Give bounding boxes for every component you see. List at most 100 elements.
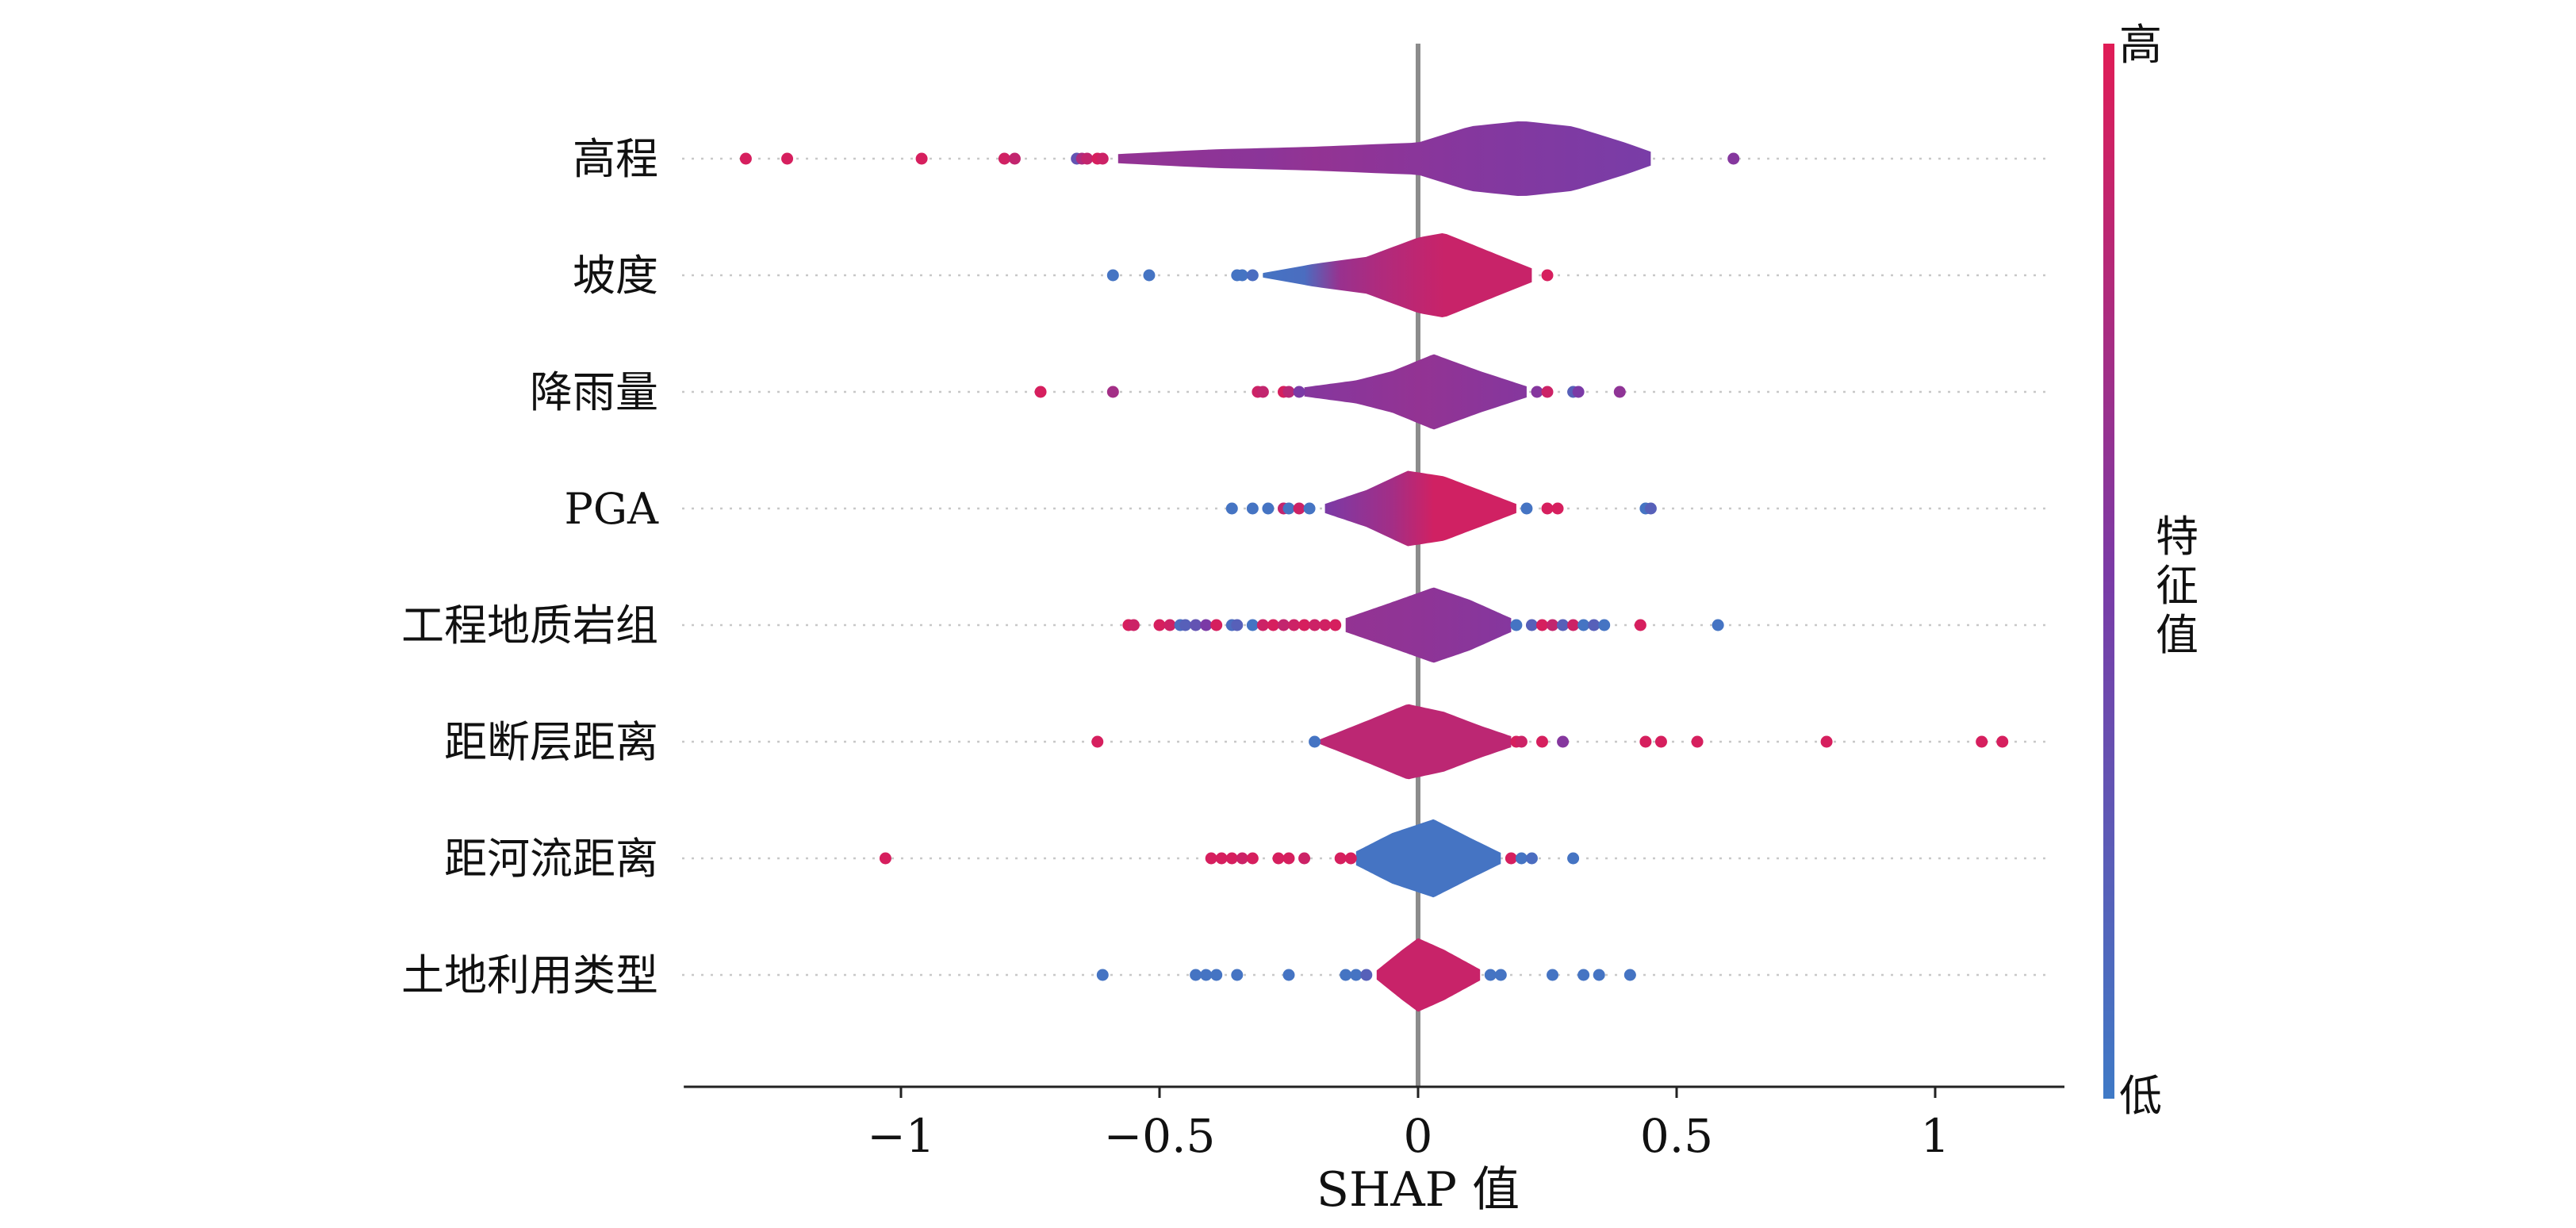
shap-point: [1106, 386, 1119, 398]
violin-降雨量: [1304, 354, 1527, 430]
shap-point: [1190, 969, 1202, 981]
shap-point: [1225, 502, 1238, 515]
shap-point: [1334, 852, 1347, 865]
shap-point: [1515, 735, 1528, 748]
shap-point: [1644, 502, 1657, 515]
violin-坡度: [1263, 233, 1532, 317]
shap-point: [1293, 386, 1305, 398]
shap-point: [1190, 619, 1202, 631]
shap-point: [1623, 969, 1636, 981]
shap-point: [1593, 969, 1605, 981]
shap-point: [1329, 619, 1342, 631]
shap-point: [1272, 852, 1285, 865]
shap-point: [1515, 852, 1528, 865]
colorbar-high-label: 高: [2119, 20, 2162, 70]
shap-point: [1231, 619, 1244, 631]
x-tick-label: −0.5: [1104, 1109, 1216, 1163]
violin-距河流距离: [1355, 819, 1501, 898]
shap-point: [1225, 852, 1238, 865]
x-tick-label: 0.5: [1640, 1109, 1713, 1163]
shap-point: [998, 152, 1010, 165]
shap-point: [879, 852, 891, 865]
shap-point: [1557, 735, 1570, 748]
shap-point: [1520, 502, 1533, 515]
shap-point: [1288, 619, 1301, 631]
shap-point: [1282, 852, 1295, 865]
shap-point: [1547, 619, 1559, 631]
shap-point: [1298, 619, 1311, 631]
shap-point: [1256, 619, 1269, 631]
shap-point: [1577, 619, 1590, 631]
shap-point: [1547, 969, 1559, 981]
feature-label: PGA: [565, 484, 659, 534]
shap-point: [1096, 969, 1109, 981]
shap-point: [1691, 735, 1704, 748]
shap-point: [1654, 735, 1667, 748]
colorbar-title-char: 特: [2156, 512, 2198, 562]
shap-point: [1535, 735, 1548, 748]
shap-point: [1598, 619, 1611, 631]
shap-point: [1246, 269, 1259, 282]
shap-point: [1572, 386, 1585, 398]
feature-label: 土地利用类型: [401, 950, 658, 1000]
shap-point: [1820, 735, 1833, 748]
shap-point: [1567, 619, 1580, 631]
point-layer: [739, 152, 2009, 981]
feature-label: 高程: [573, 134, 658, 184]
shap-point: [1153, 619, 1166, 631]
shap-point: [1127, 619, 1140, 631]
shap-point: [1541, 269, 1554, 282]
x-axis-title: SHAP 值: [1317, 1162, 1520, 1218]
x-axis: −1 −0.5 0 0.5 1 SHAP 值: [684, 1085, 2064, 1218]
shap-point: [1179, 619, 1192, 631]
shap-point: [1350, 969, 1363, 981]
shap-point: [1613, 386, 1626, 398]
shap-point: [1267, 619, 1279, 631]
shap-point: [1200, 619, 1213, 631]
feature-label: 降雨量: [530, 367, 658, 417]
shap-point: [1215, 852, 1228, 865]
shap-point: [1577, 969, 1590, 981]
shap-point: [1210, 619, 1223, 631]
shap-point: [1510, 619, 1523, 631]
shap-point: [1236, 269, 1248, 282]
shap-point: [1277, 619, 1290, 631]
shap-point: [1525, 619, 1538, 631]
shap-point: [1096, 152, 1109, 165]
shap-point: [1231, 969, 1244, 981]
violin-距断层距离: [1320, 704, 1512, 780]
shap-point: [1996, 735, 2009, 748]
shap-point: [1262, 502, 1275, 515]
shap-point: [1210, 969, 1223, 981]
shap-point: [1246, 502, 1259, 515]
feature-label: 坡度: [573, 251, 658, 301]
x-tick-layer: −1 −0.5 0 0.5 1: [867, 1087, 1949, 1163]
shap-point: [1634, 619, 1646, 631]
violin-工程地质岩组: [1345, 587, 1512, 663]
shap-point: [1091, 735, 1104, 748]
colorbar-title-char: 征: [2156, 561, 2198, 611]
shap-point: [1282, 969, 1295, 981]
colorbar: 高 低 特征值: [2103, 20, 2198, 1121]
shap-point: [1200, 969, 1213, 981]
shap-point: [1494, 969, 1507, 981]
shap-point: [1236, 852, 1248, 865]
shap-point: [1484, 969, 1497, 981]
shap-point: [915, 152, 928, 165]
shap-point: [1256, 386, 1269, 398]
shap-point: [1541, 386, 1554, 398]
shap-point: [1360, 969, 1373, 981]
shap-point: [1551, 502, 1564, 515]
x-tick-label: 0: [1404, 1109, 1433, 1163]
violin-layer: [1117, 121, 1651, 1012]
shap-point: [739, 152, 752, 165]
shap-point: [1246, 852, 1259, 865]
shap-point: [1344, 852, 1357, 865]
x-tick-label: −1: [867, 1109, 935, 1163]
shap-point: [1588, 619, 1600, 631]
colorbar-gradient: [2103, 44, 2114, 1099]
shap-point: [1298, 852, 1311, 865]
shap-point: [1081, 152, 1094, 165]
violin-高程: [1117, 121, 1651, 196]
